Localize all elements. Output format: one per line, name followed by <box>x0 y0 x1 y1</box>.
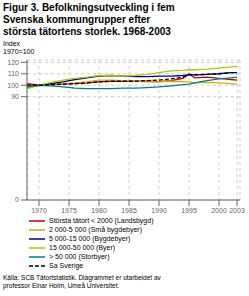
html-text:största tätortens storlek. 196: största tätortens storlek. 1968-2003 <box>3 26 171 37</box>
svg-text:1980: 1980 <box>91 207 107 214</box>
html-text:5 000-15 000 (Bygdebyer): 5 000-15 000 (Bygdebyer) <box>49 235 131 242</box>
svg-text:0: 0 <box>15 196 19 203</box>
svg-text:2000: 2000 <box>211 207 227 214</box>
html-text:Index: Index <box>3 40 21 47</box>
html-text:1970=100: 1970=100 <box>3 48 35 55</box>
html-text:Källa: SCB Tätortstatistik. Di: Källa: SCB Tätortstatistik. Diagrammet e… <box>3 274 161 281</box>
svg-text:90: 90 <box>11 93 19 100</box>
svg-text:1990: 1990 <box>151 207 167 214</box>
html-text:Figur 3. Befolkningsutveckling: Figur 3. Befolkningsutveckling i fem <box>3 2 175 13</box>
svg-text:1970: 1970 <box>31 207 47 214</box>
html-text:Svenska kommungrupper efter: Svenska kommungrupper efter <box>3 14 151 25</box>
svg-text:1995: 1995 <box>181 207 197 214</box>
html-text:Största tätort < 2000 (Landsby: Största tätort < 2000 (Landsbygd) <box>49 217 154 224</box>
svg-text:110: 110 <box>8 70 19 77</box>
svg-text:1975: 1975 <box>61 207 77 214</box>
svg-text:100: 100 <box>8 82 19 89</box>
html-text:> 50 000 (Storbyer): > 50 000 (Storbyer) <box>49 253 110 260</box>
svg-text:1985: 1985 <box>121 207 137 214</box>
html-text:Sa Sverige: Sa Sverige <box>49 262 84 269</box>
html-text:15 000-50 000 (Byer): 15 000-50 000 (Byer) <box>49 244 116 251</box>
svg-text:120: 120 <box>8 59 19 66</box>
svg-text:2003: 2003 <box>229 207 241 214</box>
html-text:2 000-5 000 (Små bygdebyer): 2 000-5 000 (Små bygdebyer) <box>49 226 142 233</box>
html-text:professor Einar Holm, Umeå Uni: professor Einar Holm, Umeå Universitet. <box>3 282 120 289</box>
